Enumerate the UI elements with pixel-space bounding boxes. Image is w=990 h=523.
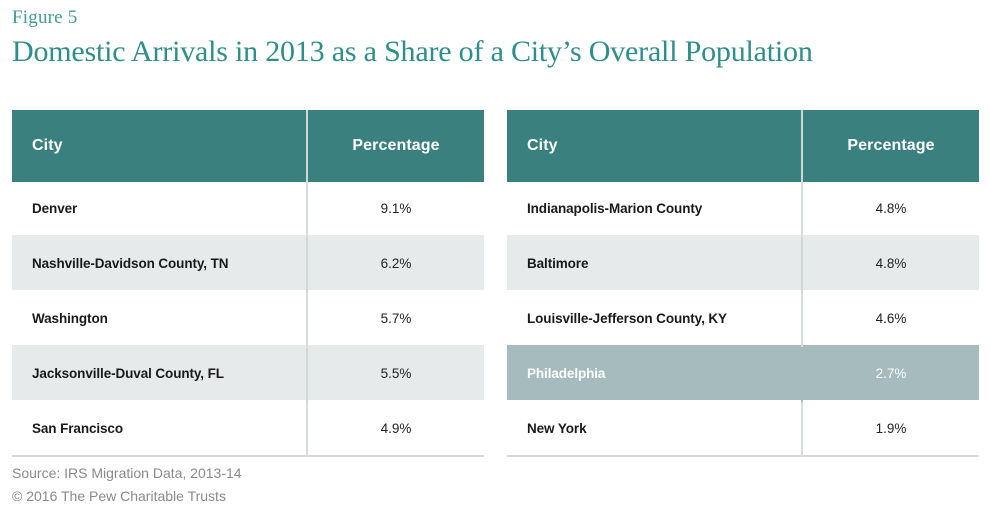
right-table: City Percentage Indianapolis-Marion Coun… <box>507 110 979 457</box>
cell-city: Washington <box>12 290 307 346</box>
table-row: Nashville-Davidson County, TN 6.2% <box>12 235 484 291</box>
column-header-percentage: Percentage <box>306 110 484 182</box>
table-row-highlighted: Philadelphia 2.7% <box>507 345 979 401</box>
cell-percentage: 4.8% <box>801 182 979 236</box>
column-header-city: City <box>12 110 307 182</box>
cell-city: Jacksonville-Duval County, FL <box>12 345 307 401</box>
cell-city: Indianapolis-Marion County <box>507 182 802 236</box>
cell-city: New York <box>507 400 802 456</box>
cell-city: Nashville-Davidson County, TN <box>12 235 307 291</box>
cell-city: Philadelphia <box>507 345 802 401</box>
table-row: Washington 5.7% <box>12 290 484 346</box>
page-title: Domestic Arrivals in 2013 as a Share of … <box>12 35 813 68</box>
right-table-body: Indianapolis-Marion County 4.8% Baltimor… <box>507 182 979 456</box>
cell-percentage: 6.2% <box>306 235 484 291</box>
table-row: New York 1.9% <box>507 400 979 456</box>
left-table: City Percentage Denver 9.1% Nashville-Da… <box>12 110 484 457</box>
cell-city: Louisville-Jefferson County, KY <box>507 290 802 346</box>
table-row: Baltimore 4.8% <box>507 235 979 291</box>
column-header-percentage: Percentage <box>801 110 979 182</box>
cell-percentage: 4.9% <box>306 400 484 456</box>
cell-percentage: 1.9% <box>801 400 979 456</box>
table-row: Louisville-Jefferson County, KY 4.6% <box>507 290 979 346</box>
cell-city: Baltimore <box>507 235 802 291</box>
table-row: San Francisco 4.9% <box>12 400 484 456</box>
table-row: Denver 9.1% <box>12 182 484 236</box>
cell-percentage: 5.7% <box>306 290 484 346</box>
table-row: Indianapolis-Marion County 4.8% <box>507 182 979 236</box>
right-table-head: City Percentage <box>507 110 979 182</box>
table-row: Jacksonville-Duval County, FL 5.5% <box>12 345 484 401</box>
figure-footer: Source: IRS Migration Data, 2013-14 © 20… <box>12 462 242 508</box>
cell-percentage: 5.5% <box>306 345 484 401</box>
cell-city: Denver <box>12 182 307 236</box>
left-table-head: City Percentage <box>12 110 484 182</box>
cell-percentage: 2.7% <box>801 345 979 401</box>
cell-percentage: 9.1% <box>306 182 484 236</box>
tables-container: City Percentage Denver 9.1% Nashville-Da… <box>12 110 979 457</box>
cell-city: San Francisco <box>12 400 307 456</box>
cell-percentage: 4.8% <box>801 235 979 291</box>
table-header-row: City Percentage <box>12 110 484 182</box>
column-header-city: City <box>507 110 802 182</box>
left-table-body: Denver 9.1% Nashville-Davidson County, T… <box>12 182 484 456</box>
cell-percentage: 4.6% <box>801 290 979 346</box>
copyright-note: © 2016 The Pew Charitable Trusts <box>12 488 226 504</box>
figure-label: Figure 5 <box>12 7 78 28</box>
table-header-row: City Percentage <box>507 110 979 182</box>
source-note: Source: IRS Migration Data, 2013-14 <box>12 465 242 481</box>
